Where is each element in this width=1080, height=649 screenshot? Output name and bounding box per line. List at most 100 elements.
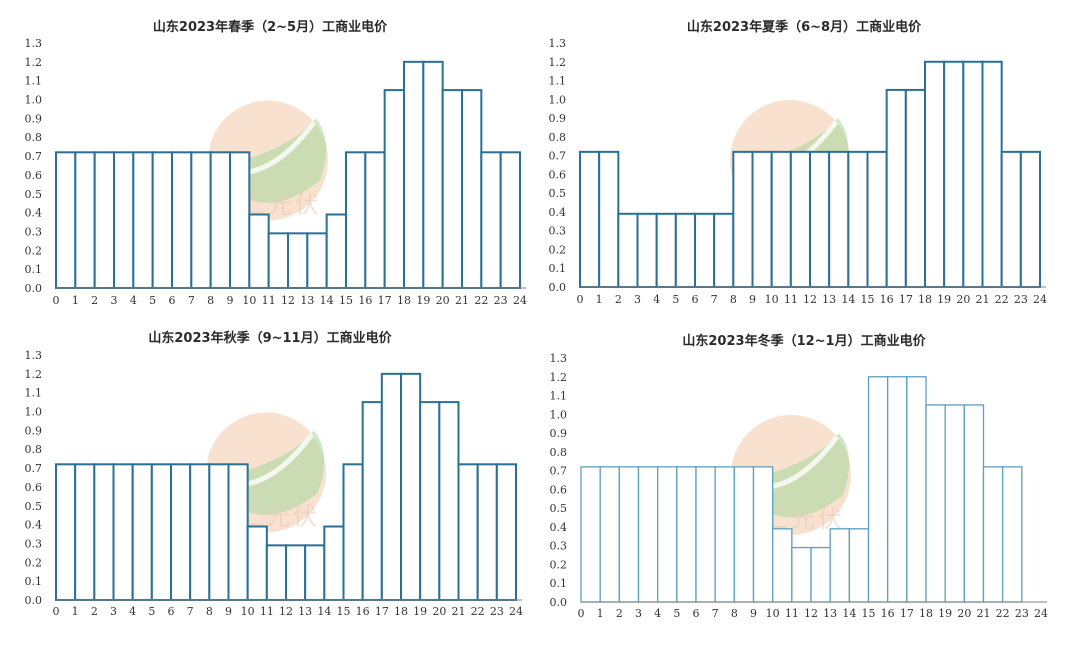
x-tick-label: 9 (749, 293, 756, 306)
x-tick-label: 18 (919, 607, 933, 620)
hour-bar (246, 525, 268, 601)
x-tick-label: 1 (596, 293, 603, 306)
y-tick-label: 0.4 (25, 519, 43, 532)
hour-bar (190, 151, 212, 289)
hour-bar (438, 401, 460, 601)
x-tick-label: 12 (803, 293, 817, 306)
autumn-chart-panel: 智汇光伏 山东2023年秋季（9~11月）工商业电价 0.0 0.1 0.2 0.3 0.4… (0, 318, 540, 645)
chart-title: 山东2023年冬季（12~1月）工商业电价 (682, 333, 926, 349)
hour-bar (189, 463, 211, 601)
hour-bar (227, 463, 249, 601)
x-tick-label: 23 (1015, 607, 1029, 620)
y-tick-label: 0.0 (549, 281, 567, 294)
summer-chart-panel: 智汇光伏山东2023年夏季（6~8月）工商业电价0.00.10.20.30.40… (528, 0, 1080, 320)
x-tick-label: 3 (110, 605, 117, 618)
x-tick-label: 23 (1014, 293, 1028, 306)
y-tick-label: 0.7 (25, 462, 43, 475)
y-tick-label: 1.2 (549, 56, 567, 69)
x-tick-label: 7 (187, 605, 194, 618)
y-tick-label: 0.7 (25, 150, 43, 163)
x-tick-label: 19 (938, 607, 952, 620)
y-tick-label: 0.3 (549, 225, 567, 238)
hour-bar (733, 466, 755, 603)
y-tick-label: 0.1 (550, 577, 568, 590)
x-tick-label: 21 (976, 293, 990, 306)
x-tick-label: 12 (804, 607, 818, 620)
x-tick-label: 17 (378, 294, 392, 307)
hour-bar (55, 463, 77, 601)
hour-bar (476, 463, 498, 601)
hour-bar (170, 463, 192, 601)
x-tick-label: 14 (320, 294, 334, 307)
x-tick-label: 5 (149, 294, 156, 307)
x-tick-label: 0 (53, 294, 60, 307)
hour-bar (151, 151, 174, 289)
y-tick-label: 0.7 (549, 150, 567, 163)
hour-bar (944, 404, 965, 603)
hour-bar (461, 89, 483, 289)
x-tick-label: 18 (397, 294, 411, 307)
y-tick-label: 0.9 (550, 427, 568, 440)
y-tick-label: 0.6 (550, 483, 568, 496)
hour-bar (674, 212, 696, 288)
x-tick-label: 10 (242, 294, 256, 307)
winter-chart-svg: 智汇光伏山东2023年冬季（12~1月）工商业电价0.00.10.20.30.4… (550, 333, 1049, 620)
y-tick-label: 0.5 (550, 502, 568, 515)
hour-bar (499, 151, 521, 289)
hour-bar (848, 528, 870, 603)
y-tick-label: 0.2 (549, 243, 567, 256)
hour-bar (694, 212, 716, 288)
x-tick-label: 24 (513, 294, 527, 307)
hour-bar (325, 213, 347, 289)
y-tick-label: 0.1 (25, 575, 43, 588)
hour-bar (617, 212, 639, 288)
y-tick-label: 0.8 (25, 443, 43, 456)
x-tick-label: 6 (693, 607, 700, 620)
x-tick-label: 0 (578, 607, 585, 620)
hour-bar (267, 232, 289, 290)
y-tick-label: 1.3 (550, 352, 568, 365)
y-tick-label: 0.2 (25, 244, 43, 257)
hour-bar (93, 463, 115, 601)
hour-bar (323, 525, 345, 601)
y-tick-label: 0.5 (25, 188, 43, 201)
x-tick-label: 14 (841, 293, 855, 306)
spring-chart-svg: 智汇光伏山东2023年春季（2~5月）工商业电价0.00.10.20.30.40… (25, 19, 528, 307)
x-tick-label: 11 (785, 607, 799, 620)
hour-bar (981, 60, 1003, 289)
hour-bar (287, 232, 309, 290)
hour-bar (208, 463, 230, 601)
x-tick-label: 6 (168, 605, 175, 618)
x-tick-label: 5 (673, 607, 680, 620)
hour-bar (403, 60, 425, 289)
hour-bar (732, 150, 754, 288)
x-tick-label: 15 (862, 607, 876, 620)
y-tick-label: 0.4 (550, 521, 568, 534)
x-tick-label: 4 (654, 607, 661, 620)
x-tick-label: 10 (765, 293, 779, 306)
y-tick-label: 1.2 (25, 368, 43, 381)
y-tick-label: 0.4 (25, 207, 43, 220)
y-tick-label: 0.2 (25, 556, 43, 569)
x-tick-label: 1 (597, 607, 604, 620)
x-tick-label: 16 (358, 294, 372, 307)
hour-bar (285, 544, 307, 602)
y-tick-label: 0.1 (25, 263, 43, 276)
y-tick-label: 0.7 (550, 465, 568, 478)
x-tick-label: 4 (653, 293, 660, 306)
x-tick-label: 24 (509, 605, 523, 618)
x-tick-label: 21 (455, 294, 469, 307)
y-tick-label: 0.9 (549, 112, 567, 125)
hour-bar (1002, 466, 1023, 603)
hour-bar (580, 466, 601, 603)
x-tick-label: 9 (227, 294, 234, 307)
hour-bar (113, 151, 135, 289)
summer-chart-svg: 智汇光伏山东2023年夏季（6~8月）工商业电价0.00.10.20.30.40… (549, 19, 1048, 306)
hour-bar (419, 401, 441, 601)
hour-bar (112, 463, 134, 601)
y-tick-label: 0.5 (25, 500, 43, 513)
x-tick-label: 3 (634, 293, 641, 306)
x-tick-label: 13 (822, 293, 836, 306)
y-tick-label: 1.3 (549, 37, 567, 50)
